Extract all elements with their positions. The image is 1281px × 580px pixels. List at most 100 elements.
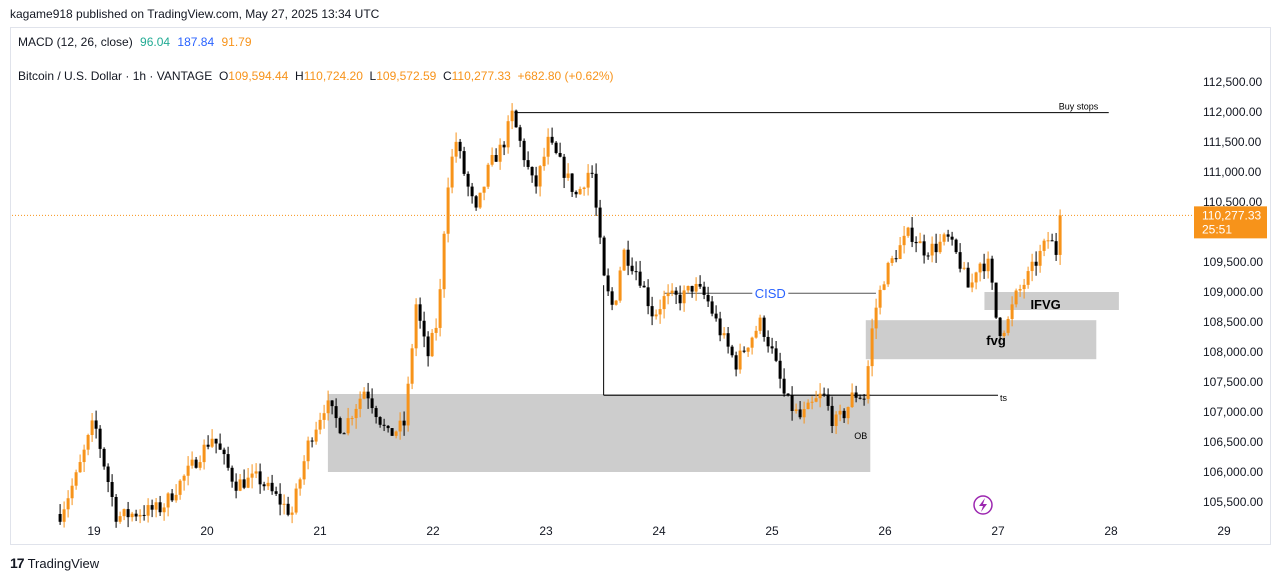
candle [470, 186, 474, 197]
ob-label: OB [854, 431, 867, 441]
annotation-labels-layer: Buy stops ts CISD OB fvg IFVG [752, 102, 1099, 441]
candle [90, 420, 94, 436]
candle [622, 249, 626, 271]
candle [742, 350, 746, 352]
candle [934, 243, 938, 253]
candle [410, 348, 414, 384]
candle [134, 513, 138, 517]
candle [762, 317, 766, 337]
ifvg-label: IFVG [1030, 297, 1060, 312]
price-tick-label: 111,000.00 [1203, 165, 1262, 179]
candle [330, 400, 334, 407]
candle [974, 272, 978, 283]
chart-frame [10, 27, 1271, 545]
candle [462, 151, 466, 174]
candle [822, 393, 826, 395]
candle [1030, 261, 1034, 272]
candle [362, 391, 366, 399]
candle [898, 245, 902, 259]
candle [862, 398, 866, 400]
footer-brand[interactable]: 17 TradingView [10, 555, 99, 571]
candle [154, 502, 158, 510]
candle [402, 420, 406, 426]
candle [738, 350, 742, 370]
candle [794, 409, 798, 412]
tradingview-logo-icon: 17 [10, 555, 25, 571]
candle [390, 428, 394, 436]
candle [182, 475, 186, 481]
macd-value-macd: 96.04 [140, 35, 171, 49]
candle [686, 285, 690, 291]
macd-legend[interactable]: MACD (12, 26, close) 96.04 187.84 91.79 [18, 35, 256, 49]
candle [938, 241, 942, 253]
candle [346, 418, 350, 434]
candle [958, 252, 962, 269]
candle [646, 287, 650, 307]
candle [950, 236, 954, 240]
candle [866, 366, 870, 399]
candle [918, 241, 922, 244]
candle [526, 160, 530, 167]
candle [130, 513, 134, 518]
candle [702, 286, 706, 295]
candle [194, 459, 198, 468]
candle [886, 262, 890, 285]
candle [250, 473, 254, 478]
candle [710, 301, 714, 314]
publisher-line: kagame918 published on TradingView.com, … [10, 7, 380, 21]
candle [634, 271, 638, 273]
zones-layer [327, 292, 1119, 472]
candle [82, 449, 86, 463]
candle [602, 237, 606, 276]
candle [242, 479, 246, 488]
candle [350, 418, 354, 420]
candle [562, 156, 566, 178]
candle [922, 241, 926, 256]
candle [258, 471, 262, 485]
candle [490, 154, 494, 165]
price-tick-label: 110,500.00 [1203, 195, 1262, 209]
candle [750, 337, 754, 348]
candle [1050, 240, 1054, 242]
candle [726, 333, 730, 347]
time-tick-label: 27 [991, 524, 1005, 538]
ob-zone [327, 394, 871, 472]
price-tick-label: 106,500.00 [1203, 435, 1263, 449]
candle [286, 503, 290, 515]
price-tick-label: 108,500.00 [1203, 315, 1263, 329]
candle [698, 283, 702, 287]
candle [994, 282, 998, 318]
macd-label: MACD (12, 26, close) [18, 35, 133, 49]
candle [450, 156, 454, 188]
candle [1026, 271, 1030, 285]
candle [838, 410, 842, 415]
footer-brand-label: TradingView [27, 555, 100, 571]
candle [302, 461, 306, 480]
candle [158, 502, 162, 513]
candle [466, 173, 470, 187]
candle [578, 188, 582, 195]
candle [670, 290, 674, 294]
candle [498, 144, 502, 162]
candle [366, 391, 370, 399]
candle [186, 465, 190, 476]
candle [178, 480, 182, 495]
price-tick-label: 108,000.00 [1203, 345, 1263, 359]
symbol-legend[interactable]: Bitcoin / U.S. Dollar · 1h · VANTAGE O10… [18, 69, 614, 83]
candle [642, 285, 646, 288]
candle [798, 409, 802, 418]
candles-layer [58, 103, 1062, 528]
candle [270, 482, 274, 492]
candle [454, 141, 458, 157]
candle [278, 493, 282, 505]
candle [358, 398, 362, 409]
candle [662, 296, 666, 310]
candle [482, 186, 486, 193]
candle [98, 428, 102, 449]
candle [430, 332, 434, 357]
candle [78, 462, 82, 473]
candle [518, 127, 522, 141]
candle [810, 401, 814, 403]
lightning-icon[interactable] [973, 495, 993, 515]
